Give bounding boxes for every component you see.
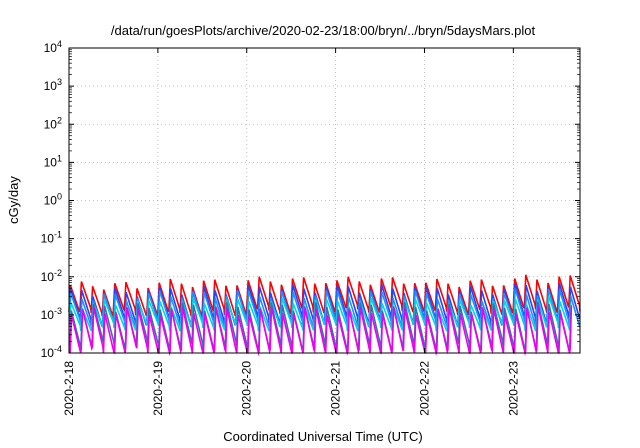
y-tick-label: 10-1	[41, 230, 62, 246]
y-tick-label: 10-4	[41, 344, 62, 360]
x-tick-label: 2020-2-23	[506, 361, 520, 416]
x-tick-label: 2020-2-19	[151, 361, 165, 416]
chart-title: /data/run/goesPlots/archive/2020-02-23/1…	[111, 23, 536, 38]
y-tick-exponent: 2	[57, 115, 62, 125]
y-tick-base: 10	[44, 155, 58, 169]
y-tick-base: 10	[41, 232, 55, 246]
y-axis-label: cGy/day	[6, 176, 21, 224]
y-tick-exponent: -2	[54, 268, 62, 278]
y-tick-exponent: 3	[57, 77, 62, 87]
series-group	[68, 274, 581, 357]
series-line	[68, 295, 572, 332]
y-tick-label: 101	[44, 153, 62, 169]
y-tick-base: 10	[41, 270, 55, 284]
x-tick-label: 2020-2-20	[240, 361, 254, 416]
y-tick-exponent: -4	[54, 344, 62, 354]
y-tick-label: 104	[44, 39, 62, 55]
series-line	[69, 305, 573, 357]
series-line	[69, 301, 572, 353]
y-tick-base: 10	[41, 308, 55, 322]
x-tick-label: 2020-2-22	[417, 361, 431, 416]
y-tick-exponent: 1	[57, 153, 62, 163]
y-tick-base: 10	[44, 117, 58, 131]
y-tick-exponent: 4	[57, 39, 62, 49]
y-tick-exponent: -1	[54, 230, 62, 240]
y-tick-base: 10	[44, 79, 58, 93]
y-tick-base: 10	[41, 346, 55, 360]
x-axis: 2020-2-18 2020-2-19 2020-2-20 2020-2-21 2020…	[62, 48, 520, 416]
y-tick-label: 10-3	[41, 306, 62, 322]
y-tick-base: 10	[44, 41, 58, 55]
y-tick-exponent: -3	[54, 306, 62, 316]
y-tick-base: 10	[44, 194, 58, 208]
y-tick-exponent: 0	[57, 192, 62, 202]
x-axis-label: Coordinated Universal Time (UTC)	[223, 429, 422, 444]
y-tick-label: 100	[44, 192, 62, 208]
y-tick-label: 102	[44, 115, 62, 131]
x-tick-label: 2020-2-18	[62, 361, 76, 416]
y-tick-label: 103	[44, 77, 62, 93]
y-tick-label: 10-2	[41, 268, 62, 284]
x-tick-label: 2020-2-21	[329, 361, 343, 416]
